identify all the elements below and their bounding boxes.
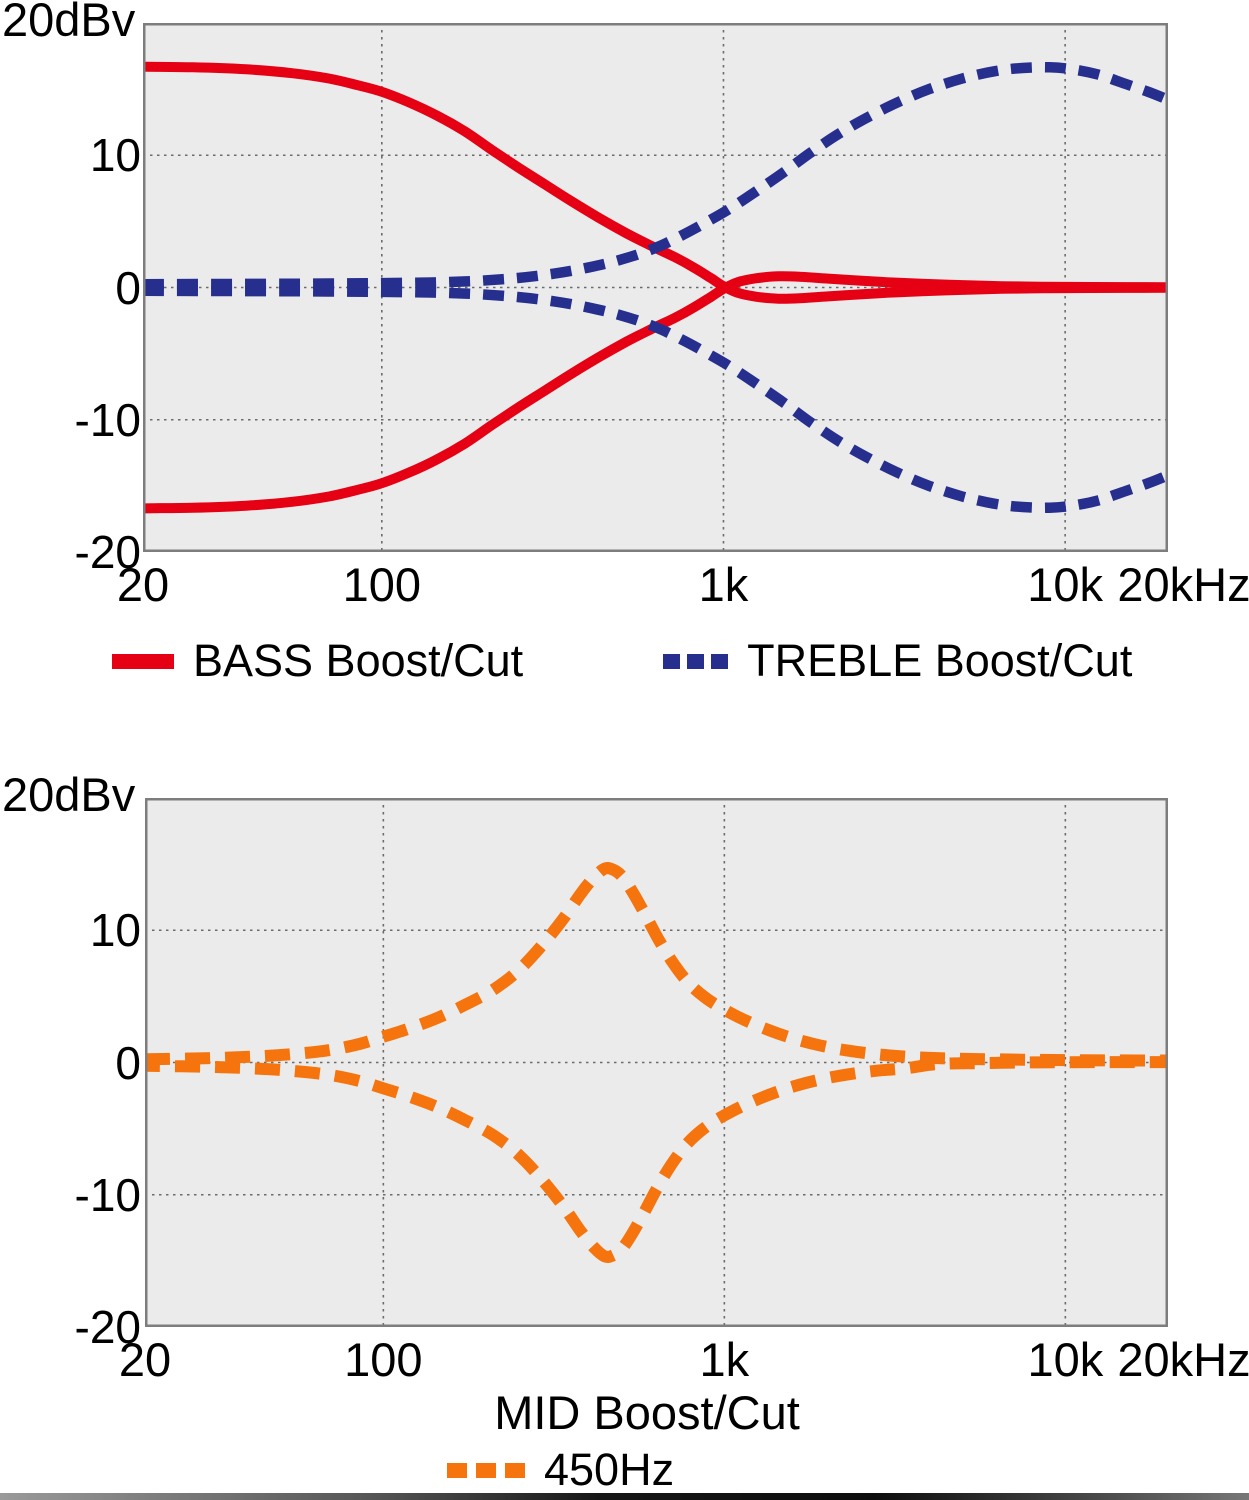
cropped-photo-edge	[0, 1493, 1249, 1500]
y-tick-label: -20	[74, 526, 141, 578]
bass-boost-curve	[143, 61, 1168, 304]
x-tick-label: 1k	[699, 1333, 750, 1386]
x-tick-label: 20	[118, 1333, 172, 1386]
treble-boost-curve	[143, 61, 1168, 290]
legend-dashed-line-swatch	[663, 653, 729, 669]
tone-chart-legend: BASS Boost/Cut TREBLE Boost/Cut	[112, 637, 1132, 685]
mid-chart-x-axis-title: MID Boost/Cut	[494, 1386, 800, 1439]
y-tick-label: -10	[74, 393, 141, 446]
mid-chart-y-unit-label: 20dBv	[2, 768, 136, 821]
bass-cut-curve	[143, 271, 1168, 514]
y-tick-label: 0	[115, 1036, 141, 1089]
y-tick-label: -20	[74, 1301, 141, 1353]
mid-chart-plot	[145, 798, 1168, 1327]
x-tick-label: 1k	[698, 558, 749, 611]
legend-item: BASS Boost/Cut	[112, 637, 523, 685]
plot-border	[145, 798, 1168, 1327]
mid-cut-450hz-curve	[145, 1056, 1168, 1263]
legend-dash-segment	[476, 1462, 496, 1478]
x-tick-label: 100	[344, 1333, 423, 1386]
mid-chart-legend: 450Hz	[447, 1446, 674, 1494]
legend-label: BASS Boost/Cut	[193, 635, 524, 686]
mid-boost-450hz-curve	[145, 862, 1168, 1067]
x-tick-label: 10k	[1027, 1333, 1104, 1386]
legend-solid-line-swatch	[112, 653, 174, 669]
y-tick-label: -10	[74, 1168, 141, 1221]
plot-border	[143, 23, 1168, 552]
legend-dash-segment	[711, 653, 729, 669]
x-tick-label: 20kHz	[1117, 1333, 1249, 1386]
legend-item: 450Hz	[447, 1446, 674, 1494]
x-tick-label: 20	[116, 558, 170, 611]
legend-dash-segment	[663, 653, 681, 669]
x-tick-label: 10k	[1027, 558, 1104, 611]
y-tick-label: 10	[89, 904, 141, 957]
legend-dashed-line-swatch	[447, 1462, 525, 1478]
x-tick-label: 100	[342, 558, 422, 611]
tone-chart-plot	[143, 23, 1168, 552]
legend-dash-segment	[447, 1462, 467, 1478]
legend-item: TREBLE Boost/Cut	[663, 637, 1132, 685]
legend-dash-segment	[687, 653, 705, 669]
y-tick-label: 10	[89, 129, 141, 182]
y-tick-label: 0	[115, 261, 141, 314]
legend-dash-segment	[505, 1462, 525, 1478]
tone-chart-y-unit-label: 20dBv	[2, 0, 136, 46]
legend-label: 450Hz	[544, 1444, 675, 1495]
treble-cut-curve	[143, 285, 1168, 514]
legend-label: TREBLE Boost/Cut	[747, 635, 1133, 686]
x-tick-label: 20kHz	[1117, 558, 1249, 611]
